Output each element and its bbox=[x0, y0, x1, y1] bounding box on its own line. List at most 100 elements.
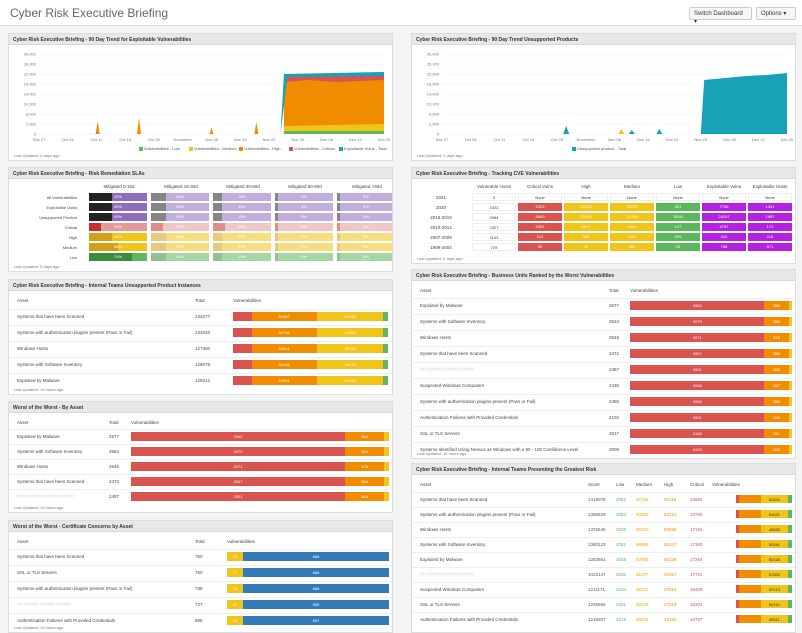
asset-name[interactable]: SSL or TLS Servers bbox=[17, 570, 57, 575]
vuln-bar-segment bbox=[233, 376, 252, 385]
asset-name[interactable]: ?? ?????? ?????? ?????? bbox=[17, 602, 71, 607]
asset-name[interactable]: Exploited by Malware bbox=[420, 303, 463, 308]
cve-cell: 39 bbox=[518, 243, 562, 251]
metric-value: 10684 bbox=[690, 497, 703, 502]
asset-name[interactable]: ?? ?????? ?????? ?????? bbox=[420, 367, 474, 372]
vuln-bar-segment bbox=[788, 301, 792, 310]
sla-cell: 5% bbox=[275, 243, 333, 251]
vuln-bar-segment: 48754 bbox=[316, 344, 384, 353]
asset-name[interactable]: Systems with authentication plugins pres… bbox=[420, 512, 536, 517]
asset-name[interactable]: ?? ?????? ?????? ?????? bbox=[420, 572, 474, 577]
metric-value: 40027 bbox=[664, 572, 677, 577]
panel-title: Cyber Risk Executive Briefing - Internal… bbox=[412, 464, 795, 475]
sla-value: 40% bbox=[113, 204, 122, 209]
x-tick-label: Nov 29 bbox=[291, 137, 304, 142]
row-divider bbox=[9, 309, 392, 310]
asset-name[interactable]: Systems that have been Scanned bbox=[420, 497, 488, 502]
asset-name[interactable]: Windows Hosts bbox=[17, 464, 49, 469]
row-divider bbox=[412, 330, 795, 331]
x-tick-label: Dec 06 bbox=[320, 137, 333, 142]
asset-name[interactable]: Systems that have been Scanned bbox=[420, 351, 488, 356]
col-header-asset: Asset bbox=[17, 539, 29, 544]
vuln-bar-segment: 2001 bbox=[131, 492, 346, 501]
cve-cell: 23 bbox=[656, 243, 700, 251]
asset-name[interactable]: ??? ?????? ?????? ?????? bbox=[17, 494, 74, 499]
sla-fill bbox=[337, 223, 340, 231]
metric-value: 1236666 bbox=[588, 602, 606, 607]
trend-spike bbox=[628, 130, 635, 134]
sla-fill bbox=[213, 203, 222, 211]
sla-cell: 5% bbox=[275, 193, 333, 201]
vuln-bar-segment: 67 bbox=[227, 600, 244, 609]
asset-total: 2450 bbox=[609, 399, 620, 404]
asset-name[interactable]: Exploited by Malware bbox=[17, 434, 60, 439]
cve-col-header: Low bbox=[673, 184, 683, 189]
top-bar: Cyber Risk Executive Briefing Switch Das… bbox=[0, 0, 802, 26]
asset-name[interactable]: Windows Hosts bbox=[17, 346, 49, 351]
vuln-bar-segment: 376 bbox=[764, 333, 789, 342]
asset-name[interactable]: Systems with authentication plugins pres… bbox=[17, 586, 133, 591]
sla-fill bbox=[89, 243, 118, 251]
legend-swatch bbox=[572, 146, 576, 151]
panel-title: Cyber Risk Executive Briefing - Tracking… bbox=[412, 168, 795, 179]
vuln-bar-segment: 2679 bbox=[131, 447, 346, 456]
row-divider bbox=[412, 442, 795, 443]
asset-name[interactable]: Windows Hosts bbox=[420, 527, 452, 532]
sla-value: 25% bbox=[175, 204, 184, 209]
sla-fill bbox=[337, 253, 340, 261]
sla-cell: 25% bbox=[151, 233, 209, 241]
asset-name[interactable]: Exploited by Malware bbox=[17, 378, 60, 383]
sla-cell: 5% bbox=[337, 213, 392, 221]
row-divider bbox=[9, 325, 392, 326]
asset-name[interactable]: Systems with Software Inventory bbox=[17, 449, 83, 454]
asset-total: 134277 bbox=[195, 314, 211, 319]
asset-name[interactable]: Authentication Failures with Provided Cr… bbox=[17, 618, 116, 623]
x-tick-label: Oct 25 bbox=[551, 137, 564, 142]
sla-value: 25% bbox=[175, 244, 184, 249]
asset-name[interactable]: Systems that have been Scanned bbox=[17, 554, 85, 559]
switch-dashboard-button[interactable]: Switch Dashboard ▾ bbox=[689, 7, 752, 25]
metric-value: 16409 bbox=[690, 587, 703, 592]
vuln-bar-segment: 384 bbox=[345, 432, 384, 441]
sla-col-header: Mitigated 0-15d bbox=[103, 184, 135, 189]
metric-value: 10789 bbox=[690, 512, 703, 517]
asset-name[interactable]: Systems that have been Scanned bbox=[17, 479, 85, 484]
asset-name[interactable]: Systems with Software Inventory bbox=[420, 319, 486, 324]
asset-name[interactable]: Exploited by Malware bbox=[420, 557, 463, 562]
col-header-total: Total bbox=[609, 288, 619, 293]
asset-name[interactable]: Systems Identified Using Nessus as Windo… bbox=[420, 447, 579, 452]
legend-swatch bbox=[239, 146, 243, 151]
y-tick-label: 14,000 bbox=[24, 92, 37, 97]
sla-row-label: Low bbox=[69, 255, 77, 260]
asset-name[interactable]: Suspected Windows Computers bbox=[420, 383, 485, 388]
col-header-total: Total bbox=[195, 539, 205, 544]
panel-title: Worst of the Worst - By Asset bbox=[9, 402, 392, 413]
y-tick-label: 10,000 bbox=[427, 102, 440, 107]
asset-name[interactable]: Systems with authentication plugins pres… bbox=[420, 399, 536, 404]
asset-name[interactable]: SSL or TLS Servers bbox=[420, 431, 460, 436]
asset-total: 2546 bbox=[109, 464, 120, 469]
row-divider bbox=[412, 346, 795, 347]
sla-value: 5% bbox=[363, 234, 369, 239]
asset-name[interactable]: SSL or TLS Servers bbox=[420, 602, 460, 607]
row-divider bbox=[412, 582, 795, 583]
asset-name[interactable]: Systems with authentication plugins pres… bbox=[17, 330, 133, 335]
vuln-bar-segment: 668 bbox=[243, 568, 389, 577]
asset-name[interactable]: Systems that have been Scanned bbox=[17, 314, 85, 319]
asset-name[interactable]: Systems with Software Inventory bbox=[17, 362, 83, 367]
metric-value: 17194 bbox=[690, 527, 703, 532]
sla-fill bbox=[213, 193, 222, 201]
asset-name[interactable]: Authentication Failures with Provided Cr… bbox=[420, 415, 519, 420]
metric-value: 50118 bbox=[664, 497, 677, 502]
x-tick-label: November bbox=[174, 137, 193, 142]
metric-value: 52421 bbox=[664, 512, 677, 517]
asset-name[interactable]: Windows Hosts bbox=[420, 335, 452, 340]
metric-value: 2036 bbox=[616, 572, 627, 577]
col-header-vulnerabilities: Vulnerabilities bbox=[233, 298, 261, 303]
asset-name[interactable]: Systems with Software Inventory bbox=[420, 542, 486, 547]
asset-name[interactable]: Authentication Failures with Provided Cr… bbox=[420, 617, 519, 622]
vuln-bar-segment: 44788 bbox=[316, 312, 384, 321]
asset-total: 2017 bbox=[609, 431, 620, 436]
asset-name[interactable]: Suspected Windows Computers bbox=[420, 587, 485, 592]
options-button[interactable]: Options ▾ bbox=[756, 7, 796, 20]
